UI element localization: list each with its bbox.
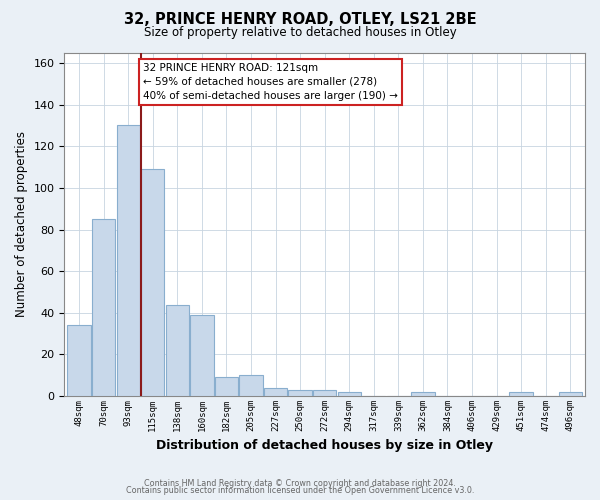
Y-axis label: Number of detached properties: Number of detached properties xyxy=(15,132,28,318)
Bar xyxy=(166,304,189,396)
Bar xyxy=(141,169,164,396)
Bar xyxy=(116,126,140,396)
Bar xyxy=(264,388,287,396)
Bar xyxy=(239,376,263,396)
Bar xyxy=(509,392,533,396)
Bar xyxy=(215,378,238,396)
Bar xyxy=(289,390,312,396)
Text: Contains HM Land Registry data © Crown copyright and database right 2024.: Contains HM Land Registry data © Crown c… xyxy=(144,478,456,488)
X-axis label: Distribution of detached houses by size in Otley: Distribution of detached houses by size … xyxy=(156,440,493,452)
Bar xyxy=(313,390,337,396)
Bar xyxy=(559,392,582,396)
Text: Contains public sector information licensed under the Open Government Licence v3: Contains public sector information licen… xyxy=(126,486,474,495)
Bar xyxy=(92,219,115,396)
Text: 32, PRINCE HENRY ROAD, OTLEY, LS21 2BE: 32, PRINCE HENRY ROAD, OTLEY, LS21 2BE xyxy=(124,12,476,28)
Bar xyxy=(411,392,434,396)
Bar xyxy=(67,326,91,396)
Text: Size of property relative to detached houses in Otley: Size of property relative to detached ho… xyxy=(143,26,457,39)
Bar xyxy=(190,315,214,396)
Text: 32 PRINCE HENRY ROAD: 121sqm
← 59% of detached houses are smaller (278)
40% of s: 32 PRINCE HENRY ROAD: 121sqm ← 59% of de… xyxy=(143,63,398,101)
Bar xyxy=(338,392,361,396)
